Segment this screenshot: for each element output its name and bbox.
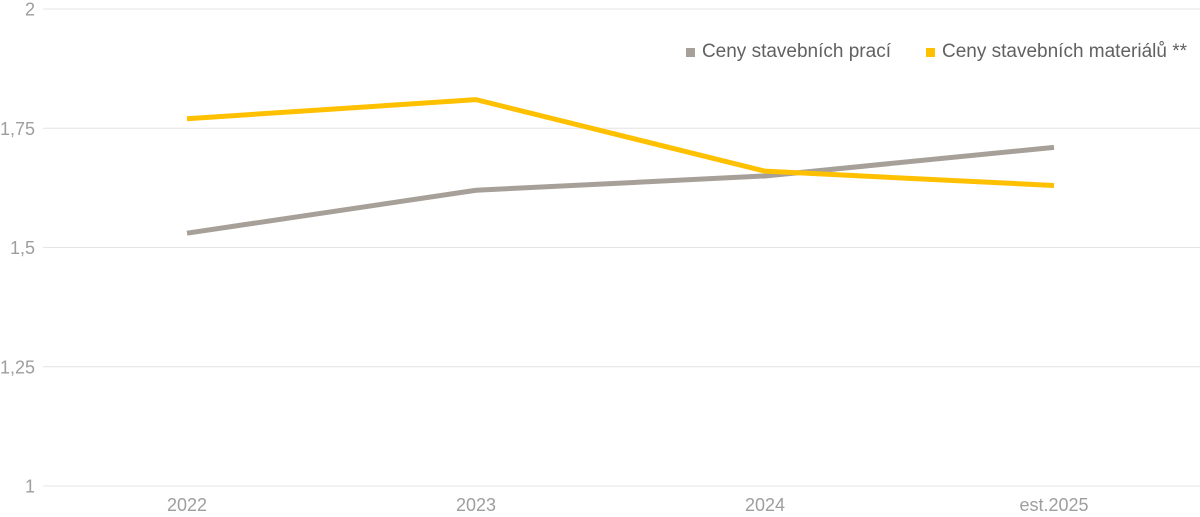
y-axis-tick-label: 1 [25,477,35,497]
legend-swatch-materials-icon [925,47,935,57]
legend-item-construction-materials[interactable]: Ceny stavebních materiálů ** [925,41,1187,63]
y-axis-tick-label: 2 [25,0,35,20]
series-line-1[interactable] [186,97,1055,188]
legend-label-materials: Ceny stavebních materiálů ** [941,41,1187,62]
series-line-0[interactable] [186,144,1055,236]
y-axis-tick-label: 1,75 [0,119,35,139]
y-axis-tick-label: 1,25 [0,357,35,377]
x-axis-tick-label: 2022 [167,495,207,515]
chart-legend: Ceny stavebních prací Ceny stavebních ma… [685,41,1187,63]
y-axis-tick-label: 1,5 [10,238,35,258]
legend-label-works: Ceny stavebních prací [701,41,891,62]
x-axis-tick-label: 2024 [745,495,785,515]
legend-item-construction-works[interactable]: Ceny stavebních prací [685,41,891,63]
x-axis-tick-label: est.2025 [1019,495,1088,515]
legend-swatch-works-icon [685,47,695,57]
x-axis-tick-label: 2023 [456,495,496,515]
